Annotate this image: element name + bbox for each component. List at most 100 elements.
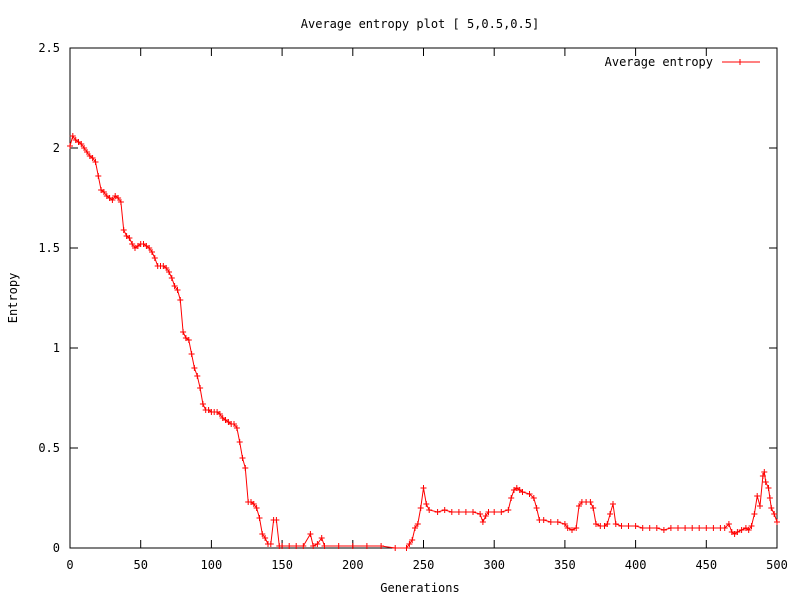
data-point-marker [573, 525, 580, 531]
data-point-marker [751, 511, 758, 517]
data-point-marker [738, 527, 745, 533]
chart-title: Average entropy plot [ 5,0.5,0.5] [301, 17, 539, 31]
data-point-marker [69, 133, 76, 139]
data-point-marker [569, 527, 575, 533]
data-point-marker [166, 269, 172, 275]
data-point-marker [610, 501, 616, 507]
data-point-marker [100, 189, 107, 195]
series-layer [67, 133, 780, 551]
data-point-marker [117, 199, 124, 205]
data-point-marker [587, 499, 594, 505]
data-point-marker [279, 543, 286, 549]
data-point-marker [526, 491, 533, 497]
data-point-marker [293, 543, 300, 549]
x-tick-label: 150 [271, 558, 293, 572]
data-point-marker [479, 519, 486, 525]
data-point-marker [84, 149, 90, 155]
data-point-marker [689, 525, 696, 531]
legend: Average entropy [605, 55, 760, 69]
data-point-marker [197, 385, 204, 391]
y-tick-label: 2.5 [38, 41, 60, 55]
data-point-marker [417, 505, 424, 511]
x-tick-label: 50 [133, 558, 147, 572]
y-axis-label: Entropy [6, 273, 20, 324]
data-point-marker [441, 507, 448, 513]
data-point-marker [470, 509, 476, 515]
data-point-marker [519, 489, 526, 495]
data-point-marker [146, 245, 153, 251]
data-point-marker [554, 519, 561, 525]
data-point-marker [216, 411, 223, 417]
data-point-marker [762, 479, 769, 485]
plot-frame [69, 47, 778, 549]
data-point-marker [765, 485, 772, 491]
data-point-marker [426, 507, 433, 513]
data-point-marker [392, 545, 399, 551]
data-point-marker [754, 493, 761, 499]
data-point-marker [236, 439, 243, 445]
data-point-marker [349, 543, 356, 549]
x-tick-label: 100 [201, 558, 223, 572]
data-point-marker [256, 515, 263, 521]
data-point-marker [703, 525, 710, 531]
data-point-marker [625, 523, 632, 529]
data-point-marker [314, 541, 321, 547]
data-point-marker [188, 351, 195, 357]
data-point-marker [612, 521, 619, 527]
y-tick-label: 1 [53, 341, 60, 355]
data-point-marker [607, 511, 614, 517]
data-point-marker [771, 511, 778, 517]
data-point-marker [632, 523, 639, 529]
data-point-marker [420, 485, 427, 491]
data-point-marker [67, 143, 73, 149]
data-point-marker [262, 535, 269, 541]
data-point-marker [604, 521, 611, 527]
data-point-marker [242, 465, 249, 471]
x-tick-label: 300 [483, 558, 505, 572]
data-point-marker [434, 509, 441, 515]
data-point-marker [448, 509, 455, 515]
data-point-marker [533, 505, 540, 511]
data-point-marker [151, 255, 158, 261]
data-point-marker [335, 543, 342, 549]
data-point-marker [462, 509, 469, 515]
data-point-marker [734, 529, 741, 535]
legend-plus-marker [737, 59, 743, 65]
data-point-marker [318, 535, 325, 541]
data-point-marker [126, 235, 133, 241]
data-point-marker [745, 527, 752, 533]
x-tick-label: 200 [342, 558, 364, 572]
data-point-marker [109, 197, 116, 203]
y-tick-label: 0.5 [38, 441, 60, 455]
data-point-marker [482, 513, 489, 519]
data-point-marker [185, 337, 192, 343]
data-point-marker [171, 283, 178, 289]
data-point-marker [710, 525, 717, 531]
data-point-marker [120, 227, 127, 233]
data-point-marker [590, 505, 597, 511]
data-point-marker [406, 541, 413, 547]
data-point-marker [768, 505, 775, 511]
data-point-marker [231, 421, 237, 427]
data-point-marker [646, 525, 653, 531]
data-point-marker [412, 525, 418, 531]
data-point-marker [78, 141, 85, 147]
data-point-marker [682, 525, 689, 531]
data-point-marker [721, 525, 728, 531]
data-point-marker [618, 523, 625, 529]
data-point-marker [653, 525, 660, 531]
data-point-marker [129, 241, 136, 247]
data-point-marker [508, 495, 515, 501]
data-point-marker [259, 531, 266, 537]
data-point-marker [403, 545, 410, 551]
data-point-marker [409, 537, 416, 543]
data-point-marker [667, 525, 674, 531]
data-point-marker [286, 543, 293, 549]
data-point-marker [250, 501, 257, 507]
x-tick-label: 500 [766, 558, 788, 572]
data-point-marker [414, 521, 421, 527]
data-point-marker [267, 541, 274, 547]
data-point-marker [307, 531, 314, 537]
data-point-marker [748, 523, 755, 529]
